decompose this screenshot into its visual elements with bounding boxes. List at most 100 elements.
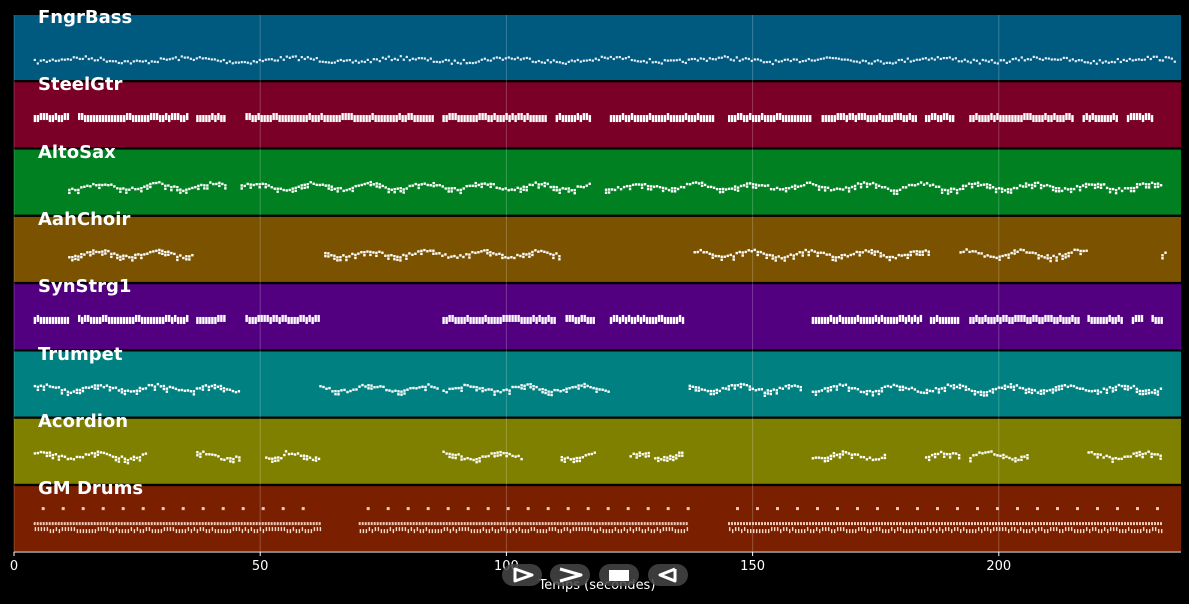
note bbox=[463, 457, 466, 461]
note bbox=[378, 183, 381, 186]
note bbox=[927, 458, 931, 462]
drum-hit bbox=[809, 529, 812, 534]
note bbox=[582, 113, 586, 121]
note bbox=[308, 113, 311, 121]
drum-hit bbox=[1004, 527, 1007, 532]
note bbox=[519, 187, 522, 190]
note bbox=[257, 113, 260, 121]
note bbox=[1153, 182, 1157, 186]
note bbox=[712, 186, 716, 189]
note bbox=[269, 316, 272, 324]
note bbox=[240, 61, 243, 64]
drum-hit bbox=[505, 522, 508, 526]
drum-hit bbox=[932, 527, 935, 532]
note bbox=[66, 113, 70, 121]
drum-hit bbox=[430, 522, 433, 526]
note bbox=[123, 389, 127, 393]
note bbox=[514, 385, 517, 389]
drum-hit bbox=[1121, 529, 1124, 534]
note bbox=[744, 250, 747, 254]
note bbox=[111, 115, 114, 123]
note bbox=[821, 115, 824, 123]
note bbox=[980, 252, 983, 255]
note bbox=[450, 62, 453, 65]
note bbox=[859, 390, 863, 394]
note bbox=[1043, 256, 1046, 259]
drum-hit bbox=[1138, 522, 1141, 526]
note bbox=[1008, 60, 1011, 63]
drum-hit bbox=[181, 507, 185, 511]
drum-hit bbox=[637, 522, 640, 526]
note bbox=[724, 387, 727, 390]
note bbox=[463, 383, 466, 387]
note bbox=[445, 316, 448, 324]
note bbox=[771, 257, 774, 260]
drum-hit bbox=[988, 522, 991, 526]
drum-hit bbox=[1120, 522, 1123, 526]
note bbox=[943, 386, 947, 390]
note bbox=[282, 58, 285, 61]
note bbox=[302, 454, 306, 457]
note bbox=[1057, 190, 1061, 193]
drum-hit bbox=[937, 522, 940, 526]
note bbox=[576, 185, 579, 188]
note bbox=[1110, 60, 1113, 64]
note bbox=[90, 316, 93, 324]
note bbox=[1125, 59, 1128, 63]
play-button[interactable] bbox=[502, 564, 542, 586]
note bbox=[1068, 113, 1071, 121]
note bbox=[1018, 386, 1022, 390]
note bbox=[801, 251, 804, 254]
note bbox=[1032, 314, 1035, 322]
note bbox=[153, 388, 157, 391]
drum-hit bbox=[670, 522, 673, 526]
note bbox=[807, 57, 810, 61]
note bbox=[825, 56, 828, 59]
note bbox=[66, 58, 69, 61]
note bbox=[445, 391, 448, 394]
drum-hit bbox=[1027, 522, 1030, 526]
note bbox=[104, 183, 107, 186]
drum-hit bbox=[538, 522, 541, 526]
note bbox=[465, 62, 468, 65]
note bbox=[471, 61, 474, 65]
drum-hit bbox=[902, 529, 905, 534]
note bbox=[74, 188, 77, 192]
rewind-button[interactable] bbox=[648, 564, 688, 586]
drum-hit bbox=[274, 527, 277, 532]
note bbox=[877, 392, 881, 396]
note bbox=[95, 250, 98, 254]
note bbox=[702, 57, 705, 61]
note bbox=[135, 314, 138, 322]
note bbox=[651, 316, 655, 324]
drum-hit bbox=[374, 527, 377, 532]
note bbox=[754, 115, 758, 123]
note bbox=[955, 188, 959, 192]
note bbox=[549, 185, 552, 189]
note bbox=[324, 251, 327, 255]
stop-button[interactable] bbox=[599, 564, 639, 586]
note bbox=[876, 250, 879, 253]
note bbox=[978, 316, 981, 324]
note bbox=[48, 115, 52, 123]
note bbox=[880, 314, 884, 322]
fast-forward-button[interactable] bbox=[550, 564, 590, 586]
drum-hit bbox=[506, 507, 510, 511]
note bbox=[327, 61, 330, 64]
note bbox=[918, 58, 921, 61]
drum-hit bbox=[577, 522, 580, 526]
drum-hit bbox=[458, 527, 461, 532]
note bbox=[75, 388, 79, 392]
note bbox=[179, 191, 182, 194]
note bbox=[481, 113, 484, 121]
note bbox=[1086, 61, 1089, 64]
note bbox=[615, 314, 619, 322]
note bbox=[706, 389, 709, 393]
note bbox=[1027, 387, 1031, 391]
note bbox=[988, 183, 992, 187]
drum-hit bbox=[165, 522, 168, 526]
note bbox=[871, 181, 875, 185]
note bbox=[51, 385, 55, 389]
note bbox=[865, 392, 869, 396]
note bbox=[369, 61, 372, 64]
